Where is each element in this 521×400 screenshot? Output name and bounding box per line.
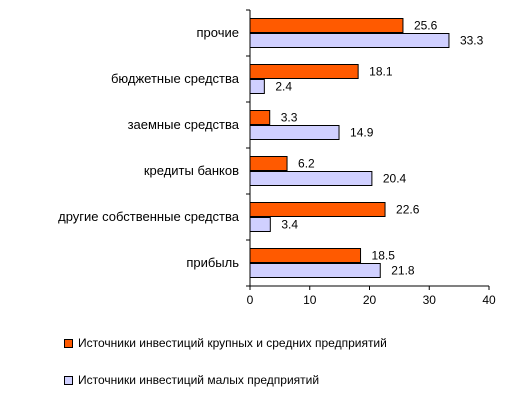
data-label: 3.3: [281, 111, 298, 125]
category-label: другие собственные средства: [58, 209, 240, 224]
bar: [249, 171, 373, 186]
data-label: 14.9: [350, 126, 374, 140]
bar: [249, 217, 271, 232]
data-label: 3.4: [281, 218, 298, 232]
category-label: заемные средства: [128, 117, 240, 132]
bar: [249, 263, 381, 278]
data-label: 20.4: [383, 172, 407, 186]
legend-label-large: Источники инвестиций крупных и средних п…: [78, 336, 387, 350]
x-tick-label: 0: [247, 293, 254, 307]
bar: [249, 110, 271, 125]
bar: [249, 79, 265, 94]
data-label: 2.4: [275, 80, 292, 94]
legend-label-small: Источники инвестиций малых предприятий: [78, 373, 320, 387]
x-tick-label: 30: [423, 293, 437, 307]
data-label: 21.8: [391, 264, 415, 278]
bar: [249, 18, 404, 33]
bar: [249, 33, 450, 48]
bar: [249, 202, 386, 217]
bar: [249, 248, 362, 263]
legend-item-small: Источники инвестиций малых предприятий: [64, 373, 319, 387]
category-label: прочие: [197, 25, 239, 40]
bar: [249, 64, 359, 79]
x-tick-label: 10: [303, 293, 317, 307]
legend-swatch-small: [64, 375, 73, 385]
legend-item-large: Источники инвестиций крупных и средних п…: [64, 336, 387, 350]
data-label: 6.2: [298, 157, 315, 171]
data-label: 33.3: [460, 34, 484, 48]
x-tick-label: 20: [363, 293, 377, 307]
bar: [249, 125, 340, 140]
data-label: 25.6: [414, 19, 438, 33]
category-label: кредиты банков: [144, 163, 239, 178]
x-tick-label: 40: [482, 293, 496, 307]
bar: [249, 156, 288, 171]
legend-swatch-large: [64, 338, 73, 348]
data-label: 22.6: [396, 203, 420, 217]
data-label: 18.1: [369, 65, 393, 79]
category-label: прибыль: [186, 255, 239, 270]
category-label: бюджетные средства: [111, 71, 240, 86]
data-label: 18.5: [372, 249, 396, 263]
